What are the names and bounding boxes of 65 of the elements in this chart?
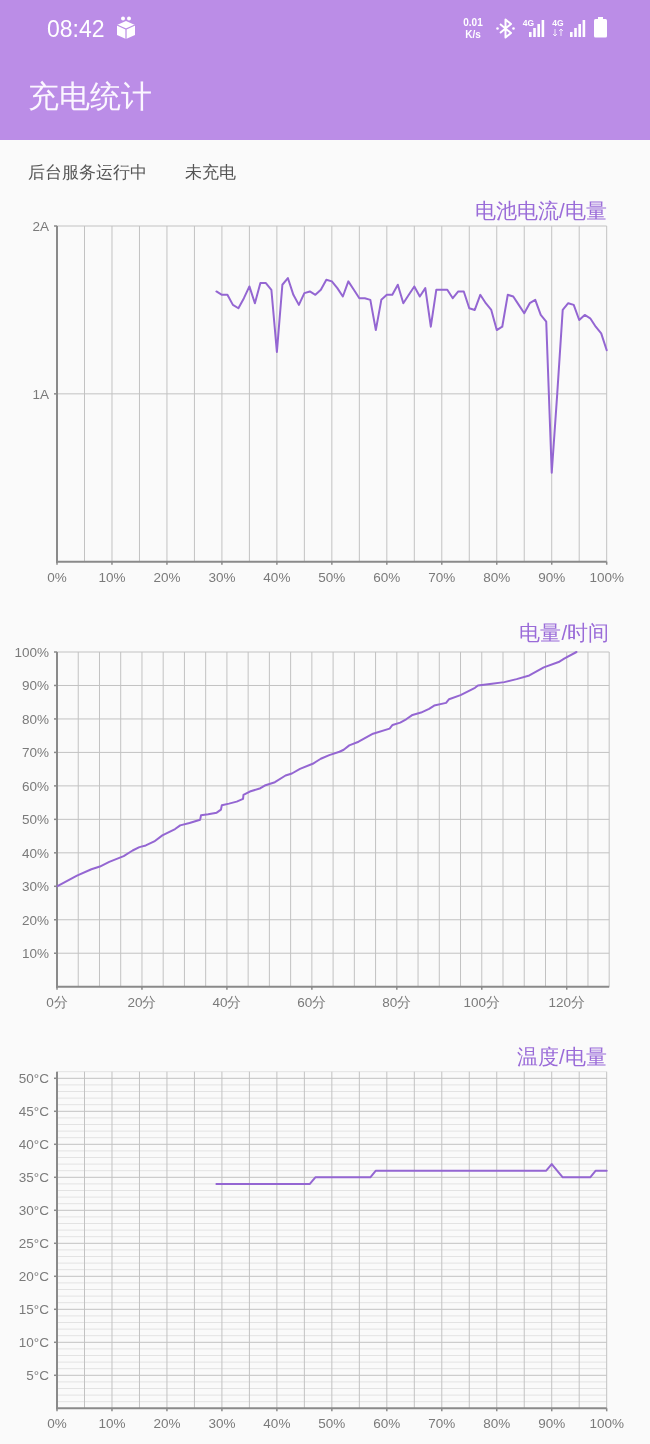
x-tick-label: 70% bbox=[428, 1416, 456, 1432]
x-tick-label: 20% bbox=[153, 1416, 181, 1432]
x-tick-label: 100% bbox=[589, 1416, 624, 1432]
text: 后台服务运行中 bbox=[28, 163, 147, 182]
x-tick-label: 80分 bbox=[382, 994, 412, 1010]
y-tick-label: 30°C bbox=[18, 1203, 50, 1219]
x-tick-label: 100分 bbox=[463, 994, 501, 1010]
chart-title: 电量/时间 bbox=[519, 621, 610, 644]
chart-title: 电池电流/电量 bbox=[475, 199, 607, 222]
y-tick-label: 70% bbox=[21, 745, 49, 761]
chart-title: 温度/电量 bbox=[517, 1045, 607, 1068]
y-tick-label: 60% bbox=[21, 778, 49, 794]
x-tick-label: 40% bbox=[263, 1416, 291, 1432]
x-tick-label: 90% bbox=[538, 1416, 566, 1432]
line-series bbox=[56, 651, 578, 888]
text: 4G bbox=[522, 18, 535, 28]
y-tick-label: 35°C bbox=[18, 1170, 50, 1186]
y-tick-label: 20% bbox=[21, 912, 49, 928]
x-tick-label: 80% bbox=[483, 1416, 511, 1432]
x-tick-label: 80% bbox=[483, 569, 511, 585]
y-tick-label: 50°C bbox=[18, 1071, 50, 1087]
x-tick-label: 40分 bbox=[212, 994, 242, 1010]
y-tick-label: 20°C bbox=[18, 1269, 50, 1285]
y-tick-label: 100% bbox=[14, 644, 49, 660]
text: 4G bbox=[552, 18, 565, 28]
x-tick-label: 40% bbox=[263, 569, 291, 585]
y-tick-label: 50% bbox=[21, 812, 49, 828]
x-tick-label: 20% bbox=[153, 569, 181, 585]
y-tick-label: 2A bbox=[32, 218, 49, 234]
x-tick-label: 10% bbox=[98, 569, 126, 585]
x-tick-label: 20分 bbox=[127, 994, 157, 1010]
y-tick-label: 40% bbox=[21, 845, 49, 861]
text: 充电统计 bbox=[28, 79, 152, 114]
text: 0.01 bbox=[463, 17, 484, 28]
line-series bbox=[215, 1163, 608, 1185]
y-tick-label: 5°C bbox=[26, 1368, 50, 1384]
y-tick-label: 90% bbox=[21, 678, 49, 694]
x-tick-label: 30% bbox=[208, 569, 236, 585]
x-tick-label: 0分 bbox=[46, 994, 68, 1010]
x-tick-label: 120分 bbox=[548, 994, 585, 1010]
x-tick-label: 0% bbox=[47, 1416, 67, 1432]
y-tick-label: 15°C bbox=[18, 1302, 50, 1318]
x-tick-label: 90% bbox=[538, 569, 566, 585]
y-tick-label: 10% bbox=[21, 946, 49, 962]
line-series bbox=[215, 277, 608, 474]
y-tick-label: 40°C bbox=[18, 1137, 50, 1153]
y-tick-label: 1A bbox=[32, 386, 49, 402]
y-tick-label: 10°C bbox=[18, 1335, 50, 1351]
y-tick-label: 80% bbox=[21, 711, 49, 727]
y-tick-label: 30% bbox=[21, 879, 49, 895]
x-tick-label: 70% bbox=[428, 569, 456, 585]
text: 08:42 bbox=[47, 16, 105, 42]
y-tick-label: 25°C bbox=[18, 1236, 50, 1252]
x-tick-label: 60分 bbox=[297, 994, 327, 1010]
x-tick-label: 60% bbox=[373, 569, 401, 585]
x-tick-label: 0% bbox=[47, 569, 67, 585]
x-tick-label: 10% bbox=[98, 1416, 126, 1432]
x-tick-label: 50% bbox=[318, 569, 346, 585]
x-tick-label: 100% bbox=[589, 569, 624, 585]
x-tick-label: 30% bbox=[208, 1416, 236, 1432]
x-tick-label: 60% bbox=[373, 1416, 401, 1432]
text: K/s bbox=[465, 29, 482, 40]
y-tick-label: 45°C bbox=[18, 1104, 50, 1120]
text: 未充电 bbox=[185, 163, 236, 182]
x-tick-label: 50% bbox=[318, 1416, 346, 1432]
